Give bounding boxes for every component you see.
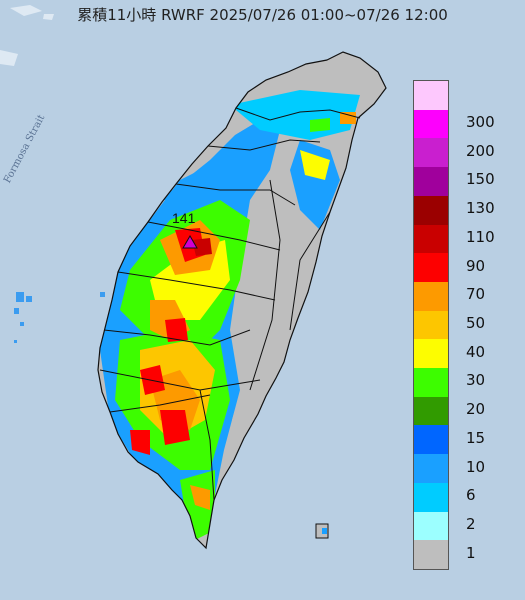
legend-label: 10 [466, 457, 486, 476]
legend-label: 150 [466, 170, 495, 189]
legend-swatch [414, 540, 448, 570]
penghu-islands [14, 292, 105, 343]
rainfall-layer [100, 90, 360, 540]
peak-value-label: 141 [172, 210, 196, 226]
legend-label: 20 [466, 400, 486, 419]
legend-label: 50 [466, 314, 486, 332]
green-island [315, 523, 329, 539]
legend-swatch [414, 195, 448, 225]
legend-label: 40 [466, 342, 486, 361]
legend-label: 2 [466, 514, 476, 533]
map-title: 累積11小時 RWRF 2025/07/26 01:00~07/26 12:00 [77, 6, 448, 24]
legend-label: 1 [466, 543, 476, 562]
island-fragments [0, 5, 54, 66]
legend-swatch [414, 281, 448, 311]
legend-label: 300 [466, 113, 495, 132]
legend-label: 15 [466, 428, 486, 447]
legend-label: 110 [466, 227, 495, 246]
legend-swatch [414, 482, 448, 512]
legend-swatch [414, 454, 448, 484]
rainfall-legend [413, 80, 449, 570]
legend-swatch [414, 339, 448, 369]
legend-swatch [414, 253, 448, 283]
legend-label: 130 [466, 199, 495, 218]
legend-swatch [414, 224, 448, 254]
legend-swatch [414, 167, 448, 197]
legend-swatch [414, 81, 448, 110]
legend-swatch [414, 396, 448, 426]
peak-triangle-marker [182, 235, 198, 249]
legend-label: 70 [466, 285, 486, 304]
legend-swatch [414, 425, 448, 455]
legend-label: 6 [466, 486, 476, 505]
legend-label: 90 [466, 256, 486, 275]
legend-label: 200 [466, 141, 495, 160]
legend-swatch [414, 511, 448, 541]
legend-swatch [414, 368, 448, 398]
legend-swatch [414, 310, 448, 340]
legend-swatch [414, 138, 448, 168]
legend-label: 30 [466, 371, 486, 390]
county-borders [97, 51, 387, 549]
legend-swatch [414, 109, 448, 139]
